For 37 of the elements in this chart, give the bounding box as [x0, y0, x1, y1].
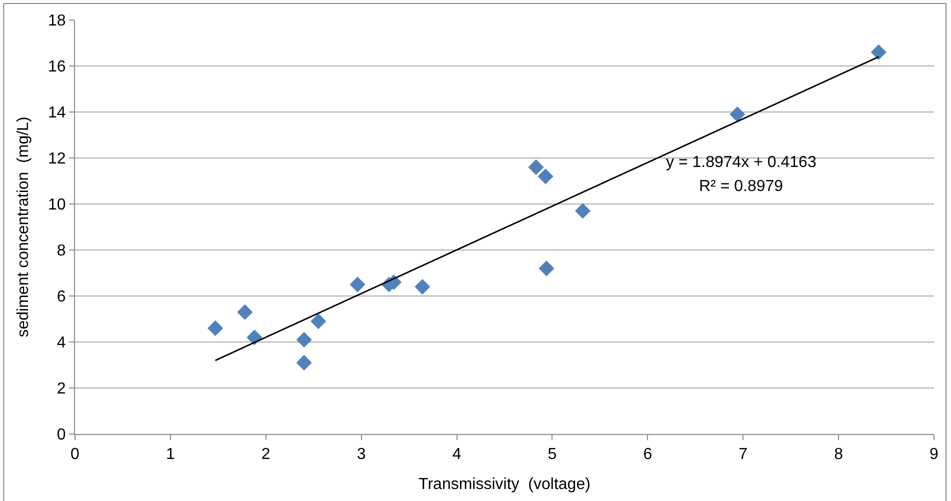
point	[538, 168, 554, 184]
x-axis-title: Transmissivity (voltage)	[418, 476, 590, 493]
point	[296, 332, 312, 348]
y-tick-label: 2	[56, 380, 66, 398]
x-tick-label: 7	[738, 446, 748, 464]
annotation: R² = 0.8979	[699, 178, 784, 195]
point	[538, 260, 554, 276]
y-tick-label: 18	[48, 12, 66, 30]
x-tick-label: 8	[834, 446, 844, 464]
x-tick-label: 4	[452, 446, 462, 464]
point	[528, 159, 544, 175]
point	[296, 354, 312, 370]
y-tick-label: 10	[48, 196, 66, 214]
x-tick-label: 5	[548, 446, 557, 464]
point	[208, 320, 224, 336]
y-axis-title: sediment concentration (mg/L)	[14, 116, 32, 338]
point	[414, 279, 430, 295]
x-tick-label: 0	[70, 446, 80, 464]
annotation: y = 1.8974x + 0.4163	[666, 154, 816, 171]
y-tick-label: 14	[48, 104, 66, 122]
point	[870, 44, 886, 60]
point	[574, 203, 591, 219]
y-tick-label: 12	[48, 150, 66, 168]
y-tick-label: 4	[56, 334, 66, 352]
x-tick-label: 9	[930, 446, 939, 464]
y-tick-label: 6	[56, 288, 66, 306]
x-tick-label: 2	[261, 446, 270, 464]
point	[237, 304, 253, 320]
point	[350, 276, 366, 292]
y-tick-label: 16	[48, 58, 66, 76]
point	[310, 314, 326, 330]
y-tick-label: 0	[56, 426, 66, 444]
x-tick-label: 3	[356, 446, 366, 464]
point	[730, 106, 746, 122]
y-tick-label: 8	[56, 242, 66, 260]
x-tick-label: 1	[166, 446, 175, 464]
x-tick-label: 6	[643, 446, 652, 464]
